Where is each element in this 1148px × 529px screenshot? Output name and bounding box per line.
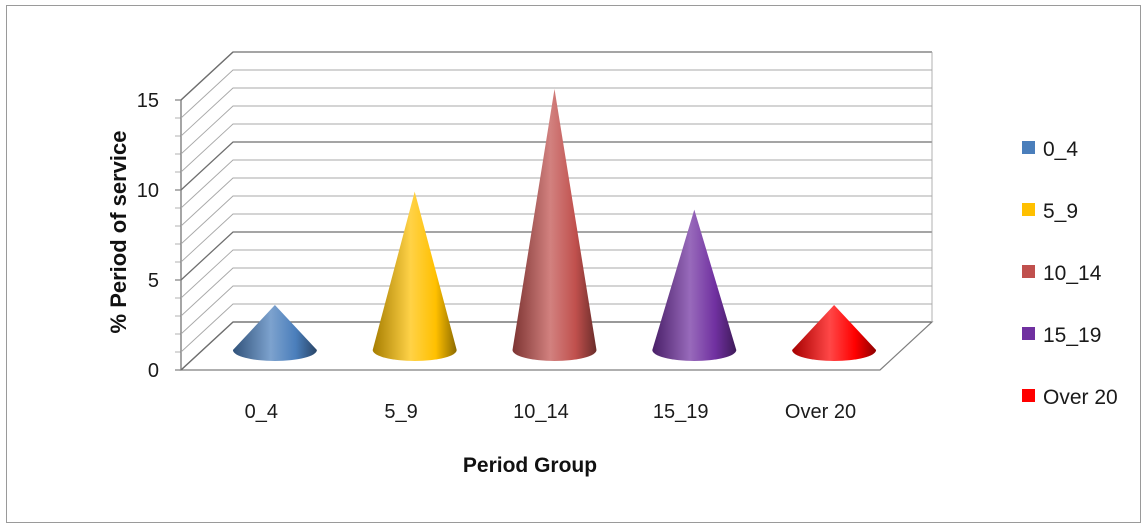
y-axis-ticks: 0 5 10 15 [137, 90, 159, 382]
legend-swatch [1022, 327, 1035, 340]
x-category-label: 5_9 [384, 401, 417, 423]
x-category-label: 0_4 [245, 401, 278, 423]
legend-swatch [1022, 203, 1035, 216]
cone-10_14 [512, 89, 597, 362]
x-axis-title: Period Group [463, 454, 597, 477]
cone-body [372, 191, 457, 362]
gridline [180, 105, 932, 155]
cone-body [512, 89, 597, 362]
gridline [180, 123, 932, 173]
gridline [180, 213, 932, 263]
legend-label: 0_4 [1043, 138, 1078, 161]
legend-label: Over 20 [1043, 386, 1118, 409]
legend-label: 5_9 [1043, 200, 1078, 223]
x-category-label: Over 20 [785, 401, 856, 423]
legend-label: 15_19 [1043, 324, 1101, 347]
x-category-label: 10_14 [513, 401, 569, 423]
gridline [180, 195, 932, 245]
legend-label: 10_14 [1043, 262, 1102, 285]
cones [232, 89, 877, 362]
legend-swatch [1022, 265, 1035, 278]
x-category-label: 15_19 [653, 401, 709, 423]
y-tick-label: 0 [148, 360, 159, 382]
cone-over-20 [792, 305, 877, 362]
gridline [180, 51, 932, 101]
cone-body [792, 305, 877, 362]
cone-5_9 [372, 191, 457, 362]
gridline [180, 69, 932, 119]
gridline [180, 159, 932, 209]
y-tick-label: 15 [137, 90, 159, 112]
y-tick-label: 5 [148, 270, 159, 292]
cone-15_19 [652, 209, 737, 362]
gridline [180, 177, 932, 227]
cone-body [232, 305, 317, 362]
cone-body [652, 209, 737, 362]
gridline [180, 87, 932, 137]
cone-0_4 [232, 305, 317, 362]
gridline [180, 141, 932, 191]
y-axis-title: % Period of service [106, 131, 131, 334]
legend-swatch [1022, 141, 1035, 154]
legend: 0_4 5_9 10_14 15_19 Over 20 [1022, 138, 1118, 409]
y-tick-label: 10 [137, 180, 159, 202]
x-axis-categories: 0_4 5_9 10_14 15_19 Over 20 [245, 401, 856, 423]
legend-swatch [1022, 389, 1035, 402]
